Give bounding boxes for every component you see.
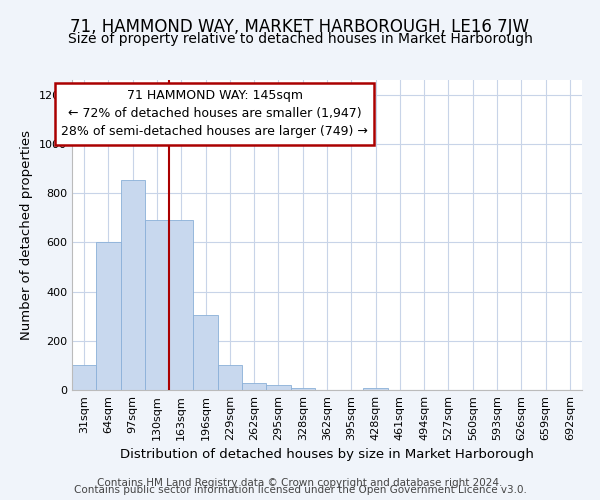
Text: Size of property relative to detached houses in Market Harborough: Size of property relative to detached ho… — [68, 32, 532, 46]
Bar — [290, 388, 315, 390]
Bar — [96, 242, 121, 390]
Bar — [266, 385, 290, 390]
Bar — [193, 315, 218, 390]
Bar — [218, 366, 242, 390]
Bar — [72, 366, 96, 390]
Bar — [121, 180, 145, 390]
Text: 71, HAMMOND WAY, MARKET HARBOROUGH, LE16 7JW: 71, HAMMOND WAY, MARKET HARBOROUGH, LE16… — [71, 18, 530, 36]
Text: Contains HM Land Registry data © Crown copyright and database right 2024.: Contains HM Land Registry data © Crown c… — [97, 478, 503, 488]
Bar — [364, 388, 388, 390]
Bar — [242, 382, 266, 390]
Bar — [145, 220, 169, 390]
Text: 71 HAMMOND WAY: 145sqm
← 72% of detached houses are smaller (1,947)
28% of semi-: 71 HAMMOND WAY: 145sqm ← 72% of detached… — [61, 90, 368, 138]
Bar — [169, 220, 193, 390]
Text: Contains public sector information licensed under the Open Government Licence v3: Contains public sector information licen… — [74, 485, 526, 495]
Y-axis label: Number of detached properties: Number of detached properties — [20, 130, 34, 340]
X-axis label: Distribution of detached houses by size in Market Harborough: Distribution of detached houses by size … — [120, 448, 534, 462]
